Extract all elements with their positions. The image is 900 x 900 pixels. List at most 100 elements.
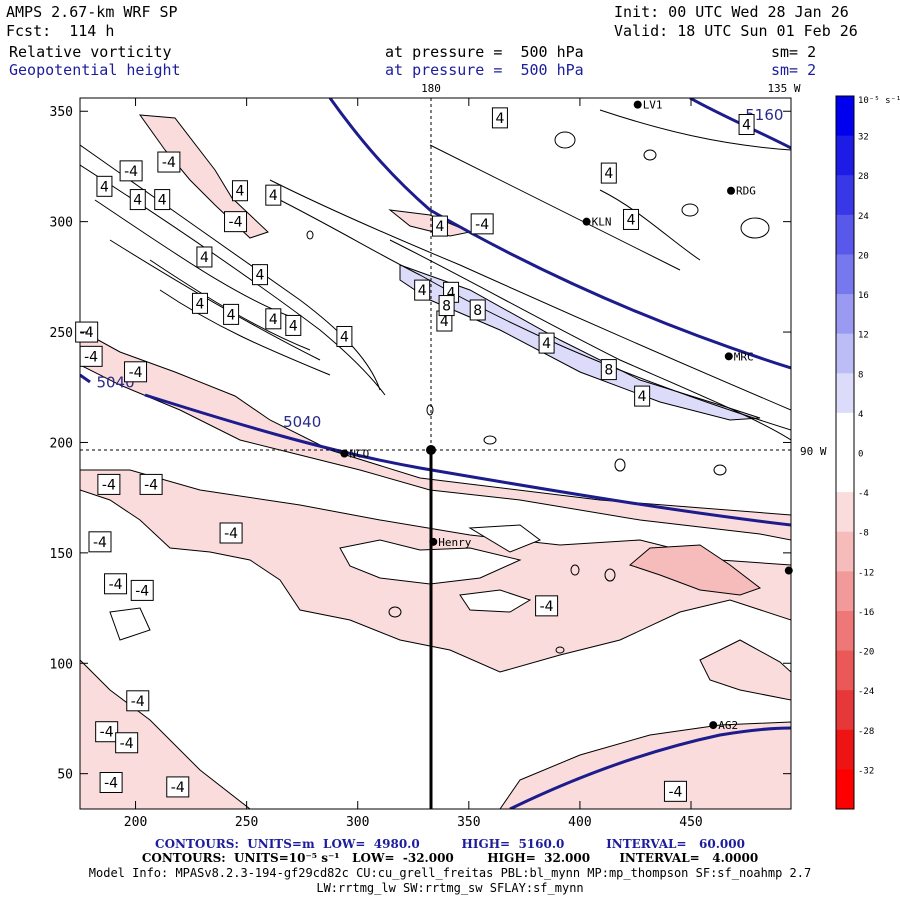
station-label: Henry (438, 536, 471, 549)
colorbar-tick-label: -12 (858, 568, 874, 578)
colorbar-tick-label: 0 (858, 450, 863, 460)
vorticity-label: -4 (470, 213, 494, 235)
vorticity-label-text: 4 (269, 188, 278, 204)
station-label: AG2 (718, 719, 738, 732)
vorticity-label: 8 (469, 299, 486, 321)
vorticity-label: -4 (99, 772, 123, 794)
y-tick-label: 200 (50, 436, 73, 451)
model-info-2: LW:rrtmg_lw SW:rrtmg_sw SFLAY:sf_mynn (316, 881, 584, 895)
pole-marker (426, 445, 436, 455)
colorbar-tick-label: -8 (858, 529, 869, 539)
vorticity-label: 4 (623, 208, 640, 230)
field2-smooth: sm= 2 (771, 61, 817, 79)
vorticity-label-text: -4 (475, 217, 489, 233)
vorticity-label-text: -4 (668, 784, 682, 800)
vorticity-label-text: -4 (120, 736, 134, 752)
colorbar-segment (836, 96, 854, 137)
colorbar-tick-label: -28 (858, 727, 874, 737)
vorticity-label: 4 (600, 162, 617, 184)
vorticity-label-text: 4 (638, 389, 647, 405)
vorticity-label-box (130, 579, 154, 601)
lon-135w-label: 135 W (767, 82, 800, 95)
station-marker (727, 186, 736, 195)
station-label: RDG (736, 185, 756, 198)
model-info: Model Info: MPASv8.2.3-194-gf29cd82c CU:… (88, 866, 812, 880)
vorticity-label: 4 (96, 175, 113, 197)
vorticity-label: -4 (104, 573, 128, 595)
vorticity-label: 4 (265, 184, 282, 206)
y-tick-label: 100 (50, 657, 73, 672)
vorticity-label-box (224, 211, 248, 233)
vorticity-label-box (231, 180, 248, 202)
colorbar-segment (836, 135, 854, 176)
vorticity-label: -4 (95, 721, 119, 743)
station-marker (709, 721, 718, 730)
y-tick-label: 250 (50, 326, 73, 341)
vorticity-label-box (219, 522, 243, 544)
y-tick-label: 150 (50, 547, 73, 562)
vorticity-label-text: -4 (229, 215, 243, 231)
vorticity-label-text: -4 (129, 365, 143, 381)
vorticity-label-box (139, 473, 163, 495)
init-time: Init: 00 UTC Wed 28 Jan 26 (614, 3, 849, 21)
vorticity-label: 4 (738, 113, 755, 135)
vorticity-label-box (99, 772, 123, 794)
station-marker (429, 537, 438, 546)
vorticity-label: 4 (251, 264, 268, 286)
vorticity-label: 4 (431, 215, 448, 237)
axes-layer: 200 250 300 350 400 450 50 100 150 200 250 300 350 (50, 98, 791, 830)
colorbar-tick-label: -4 (858, 489, 869, 499)
field1-level: at pressure = 500 hPa (385, 43, 584, 61)
vorticity-label-text: -4 (80, 325, 94, 341)
station-marker (784, 566, 793, 575)
vorticity-label: 4 (223, 303, 240, 325)
vorticity-label-text: 4 (196, 296, 205, 312)
vorticity-label-text: 4 (269, 312, 278, 328)
vorticity-label: 8 (600, 359, 617, 381)
vorticity-label-text: -4 (84, 349, 98, 365)
vorticity-label-box (623, 208, 640, 230)
vorticity-label-box (285, 314, 302, 336)
vorticity-label-text: -4 (171, 780, 185, 796)
vorticity-label-box (154, 189, 171, 211)
vorticity-label-box (129, 189, 146, 211)
vorticity-label: -4 (166, 776, 190, 798)
colorbar-tick-label: -24 (858, 687, 874, 697)
vorticity-label-box (600, 162, 617, 184)
vorticity-label-text: 4 (100, 179, 109, 195)
height-contours (80, 98, 791, 809)
vorticity-label-text: 8 (473, 303, 482, 319)
vorticity-label-box (104, 573, 128, 595)
vorticity-label: 4 (196, 246, 213, 268)
vorticity-label-text: -4 (100, 725, 114, 741)
vorticity-label-text: 4 (627, 212, 636, 228)
colorbar-tick-label: 12 (858, 331, 869, 341)
vorticity-label-box (265, 308, 282, 330)
vorticity-label-text: 4 (133, 193, 142, 209)
vorticity-label-box (88, 531, 112, 553)
colorbar: 10⁻⁵ s⁻¹ 32 28 24 20 16 12 8 4 0 -4 -8 -12 -16 -20 -24 -… (835, 95, 900, 810)
y-tick-label: 350 (50, 105, 73, 120)
vorticity-label: 4 (191, 292, 208, 314)
model-title: AMPS 2.67-km WRF SP (6, 3, 178, 21)
vorticity-label: -4 (79, 345, 103, 367)
vorticity-label-text: 4 (435, 219, 444, 235)
vorticity-label-box (196, 246, 213, 268)
station-marker (340, 449, 349, 458)
vorticity-label-text: -4 (135, 583, 149, 599)
station-marker (633, 100, 642, 109)
vorticity-label-text: -4 (109, 577, 123, 593)
colorbar-segment (836, 492, 854, 533)
y-tick-label: 300 (50, 216, 73, 231)
vorticity-label-box (157, 151, 181, 173)
forecast-hour: Fcst: 114 h (6, 22, 115, 40)
height-contour-label: 5040 (283, 413, 321, 431)
station-label: LV1 (643, 99, 663, 112)
valid-time: Valid: 18 UTC Sun 01 Feb 26 (614, 22, 858, 40)
field1-name: Relative vorticity (9, 43, 172, 61)
vorticity-label-box (538, 332, 555, 354)
station-marker (582, 217, 591, 226)
vorticity-label-text: 4 (256, 268, 265, 284)
vorticity-label: 4 (285, 314, 302, 336)
field1-smooth: sm= 2 (771, 43, 817, 61)
